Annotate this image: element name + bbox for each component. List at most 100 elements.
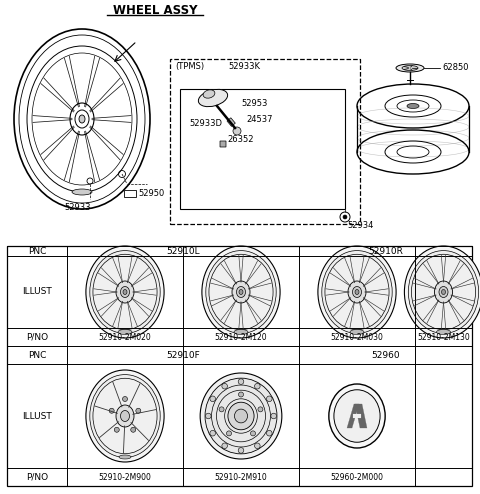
Ellipse shape (350, 329, 364, 334)
Text: 52910-2M020: 52910-2M020 (98, 332, 151, 341)
Circle shape (239, 392, 243, 397)
Text: 52910-2M900: 52910-2M900 (98, 472, 151, 482)
Text: 52953: 52953 (241, 99, 267, 109)
Ellipse shape (234, 329, 248, 334)
Polygon shape (355, 404, 367, 428)
Ellipse shape (206, 250, 276, 333)
Ellipse shape (203, 90, 215, 98)
Circle shape (266, 396, 272, 402)
Ellipse shape (205, 378, 277, 454)
Circle shape (227, 431, 231, 436)
Circle shape (205, 413, 211, 419)
Ellipse shape (232, 281, 250, 303)
Circle shape (233, 127, 241, 135)
Text: PNC: PNC (28, 247, 46, 255)
Ellipse shape (198, 89, 228, 107)
Ellipse shape (329, 384, 385, 448)
Bar (180, 89, 345, 209)
Ellipse shape (411, 254, 476, 329)
Ellipse shape (86, 246, 164, 338)
Ellipse shape (407, 104, 419, 109)
Ellipse shape (325, 254, 389, 329)
Text: 52960: 52960 (371, 351, 400, 360)
Bar (353, 414, 361, 417)
Ellipse shape (118, 329, 132, 334)
Text: 52910F: 52910F (166, 351, 200, 360)
Ellipse shape (120, 411, 130, 421)
Ellipse shape (322, 250, 392, 333)
Circle shape (266, 430, 272, 436)
Polygon shape (353, 414, 361, 418)
Circle shape (254, 383, 260, 389)
Text: 52933K: 52933K (228, 63, 260, 72)
Text: P/NO: P/NO (26, 332, 48, 341)
Ellipse shape (116, 405, 134, 427)
Circle shape (219, 407, 224, 412)
Text: 52910-2M130: 52910-2M130 (417, 332, 470, 341)
Ellipse shape (120, 287, 130, 297)
Text: 24537: 24537 (246, 116, 273, 124)
Circle shape (114, 427, 119, 432)
Text: ILLUST: ILLUST (22, 412, 52, 420)
Circle shape (251, 431, 255, 436)
FancyBboxPatch shape (220, 141, 226, 147)
Circle shape (343, 215, 347, 219)
Text: PNC: PNC (28, 351, 46, 360)
Ellipse shape (402, 66, 418, 71)
Text: 52934: 52934 (347, 220, 373, 230)
Ellipse shape (334, 390, 380, 442)
Text: 52933D: 52933D (189, 120, 222, 128)
Bar (124, 190, 136, 197)
Text: 52933: 52933 (65, 203, 91, 211)
Ellipse shape (119, 455, 131, 459)
Text: ILLUST: ILLUST (22, 288, 52, 296)
Ellipse shape (318, 246, 396, 338)
Ellipse shape (396, 64, 424, 72)
Ellipse shape (90, 250, 160, 333)
Ellipse shape (436, 329, 451, 334)
Ellipse shape (93, 254, 157, 329)
Ellipse shape (79, 115, 85, 123)
Text: 52910-2M030: 52910-2M030 (331, 332, 384, 341)
Ellipse shape (228, 402, 254, 430)
Ellipse shape (355, 289, 359, 294)
Text: (TPMS): (TPMS) (175, 63, 204, 72)
Circle shape (258, 407, 263, 412)
Polygon shape (347, 404, 359, 428)
Text: P/NO: P/NO (26, 472, 48, 482)
Ellipse shape (209, 254, 273, 329)
Circle shape (271, 413, 276, 419)
Ellipse shape (90, 374, 160, 457)
Ellipse shape (200, 373, 282, 459)
Text: 26352: 26352 (227, 135, 253, 145)
Text: 52950: 52950 (138, 189, 164, 198)
Text: 52910-2M910: 52910-2M910 (215, 472, 267, 482)
Circle shape (222, 383, 228, 389)
Circle shape (210, 430, 216, 436)
Text: WHEEL ASSY: WHEEL ASSY (113, 4, 197, 17)
Circle shape (109, 408, 114, 413)
Ellipse shape (116, 281, 134, 303)
Ellipse shape (434, 281, 453, 303)
Ellipse shape (237, 287, 245, 297)
Ellipse shape (404, 246, 480, 338)
Circle shape (222, 443, 228, 449)
Circle shape (238, 379, 244, 384)
Ellipse shape (348, 281, 366, 303)
Ellipse shape (352, 287, 361, 297)
Ellipse shape (439, 287, 448, 297)
Circle shape (136, 408, 141, 413)
Circle shape (122, 397, 128, 402)
Ellipse shape (202, 246, 280, 338)
Text: 52910L: 52910L (166, 247, 200, 255)
Ellipse shape (442, 289, 445, 294)
Ellipse shape (72, 189, 92, 195)
Bar (170, 59, 360, 224)
Circle shape (210, 396, 216, 402)
Ellipse shape (86, 370, 164, 462)
Ellipse shape (239, 289, 243, 294)
Ellipse shape (408, 250, 479, 333)
Ellipse shape (234, 409, 248, 423)
Bar (7, 246, 472, 486)
Bar (227, 118, 235, 126)
